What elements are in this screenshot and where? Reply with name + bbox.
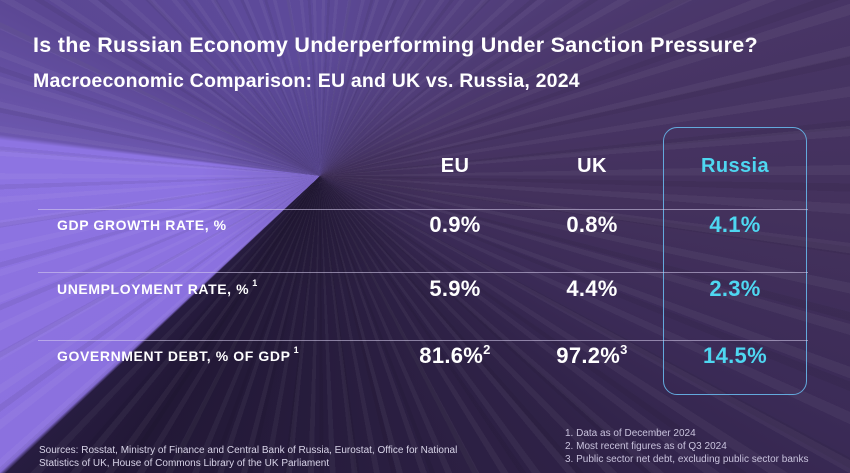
russia-highlight-box (663, 127, 807, 395)
column-header-uk: UK (577, 155, 607, 177)
cell-value: 4.4% (566, 276, 618, 301)
footnote-3: 3. Public sector net debt, excluding pub… (565, 454, 809, 465)
cell-value: 2.3% (709, 276, 761, 301)
cell-value: 14.5% (703, 343, 767, 368)
cell-government-debt-uk: 97.2%3 (530, 342, 654, 370)
row-label-footnote-mark: 1 (293, 345, 300, 356)
row-label-text: UNEMPLOYMENT RATE, % (57, 281, 250, 297)
cell-government-debt-russia: 14.5% (663, 342, 807, 370)
table-divider-3 (38, 340, 808, 341)
cell-unemployment-uk: 4.4% (530, 275, 654, 303)
cell-value: 4.1% (709, 212, 761, 237)
footnote-1: 1. Data as of December 2024 (565, 428, 696, 439)
row-label-government-debt: GOVERNMENT DEBT, % OF GDP 1 (57, 342, 387, 370)
table-divider-1 (38, 209, 808, 210)
cell-government-debt-eu: 81.6%2 (393, 342, 517, 370)
row-label-text: GDP GROWTH RATE, % (57, 217, 227, 233)
sources-note: Sources: Rosstat, Ministry of Finance an… (39, 445, 458, 469)
cell-value: 81.6% (419, 343, 484, 368)
column-header-eu: EU (440, 155, 470, 177)
cell-unemployment-russia: 2.3% (663, 275, 807, 303)
cell-value: 0.8% (566, 212, 618, 237)
page-subtitle: Macroeconomic Comparison: EU and UK vs. … (33, 70, 580, 92)
table-divider-2 (38, 272, 808, 273)
cell-unemployment-eu: 5.9% (393, 275, 517, 303)
cell-value: 0.9% (429, 212, 481, 237)
footnotes: 1. Data as of December 2024 2. Most rece… (565, 427, 808, 466)
row-label-text: GOVERNMENT DEBT, % OF GDP (57, 348, 291, 364)
cell-footnote-mark: 3 (620, 341, 628, 357)
cell-value: 5.9% (429, 276, 481, 301)
cell-gdp-growth-uk: 0.8% (530, 211, 654, 239)
cell-gdp-growth-russia: 4.1% (663, 211, 807, 239)
page-title: Is the Russian Economy Underperforming U… (33, 33, 758, 57)
row-label-gdp-growth: GDP GROWTH RATE, % (57, 211, 387, 239)
row-label-footnote-mark: 1 (252, 278, 258, 289)
row-label-unemployment: UNEMPLOYMENT RATE, % 1 (57, 275, 387, 303)
column-header-russia: Russia (701, 155, 769, 177)
cell-gdp-growth-eu: 0.9% (393, 211, 517, 239)
cell-value: 97.2% (556, 343, 621, 368)
footnote-2: 2. Most recent figures as of Q3 2024 (565, 441, 727, 452)
cell-footnote-mark: 2 (483, 341, 491, 357)
